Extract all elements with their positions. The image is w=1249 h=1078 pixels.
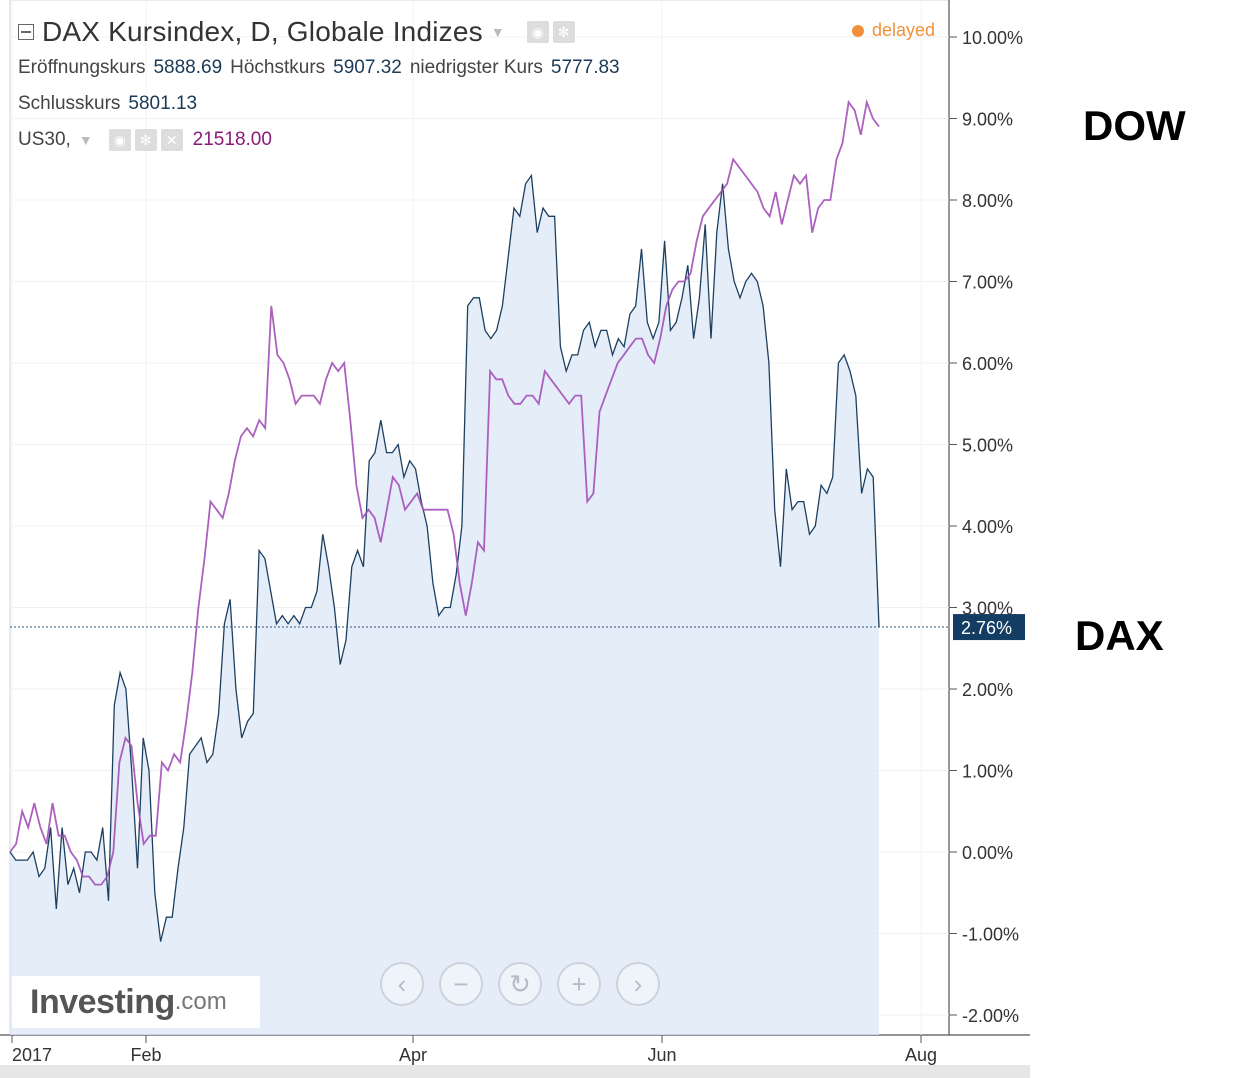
chart-navigation: ‹ − ↻ + ›	[380, 962, 675, 1006]
delayed-status: delayed	[852, 20, 935, 41]
eye-icon[interactable]: ◉	[526, 21, 549, 43]
chart-legend: DAX Kursindex, D, Globale Indizes ▼ ◉ ✻ …	[18, 14, 628, 158]
compare-symbol: US30,	[18, 129, 71, 150]
investing-logo: Investing .com	[12, 976, 260, 1028]
high-value: 5907.32	[333, 57, 402, 78]
scroll-left-button[interactable]: ‹	[380, 962, 424, 1006]
y-tick-label: 0.00%	[962, 843, 1013, 863]
delayed-label: delayed	[872, 20, 936, 40]
compare-eye-icon[interactable]: ◉	[108, 129, 131, 151]
gear-icon[interactable]: ✻	[552, 21, 575, 43]
status-dot-icon	[852, 24, 864, 37]
low-value: 5777.83	[550, 57, 620, 78]
x-tick-label: Aug	[905, 1045, 937, 1065]
low-label: niedrigster Kurs	[409, 57, 543, 78]
logo-brand: Investing	[30, 982, 175, 1021]
x-tick-label: 2017	[12, 1045, 52, 1065]
scrollbar-track	[0, 1065, 1030, 1078]
x-tick-label: Feb	[130, 1045, 161, 1065]
open-value: 5888.69	[153, 57, 223, 78]
compare-gear-icon[interactable]: ✻	[134, 129, 157, 151]
zoom-out-button[interactable]: −	[439, 962, 483, 1006]
remove-compare-icon[interactable]: ✕	[160, 129, 183, 151]
compare-chevron-down-icon[interactable]: ▼	[78, 132, 93, 148]
close-value: 5801.13	[128, 93, 198, 114]
y-tick-label: 5.00%	[962, 436, 1013, 456]
y-tick-label: 1.00%	[962, 762, 1013, 782]
logo-suffix: .com	[174, 988, 227, 1015]
last-value-tag: 2.76%	[953, 614, 1025, 641]
ohlc-row: Eröffnungskurs 5888.69 Höchstkurs 5907.3…	[18, 50, 628, 86]
dax-annotation: DAX	[1075, 612, 1164, 659]
y-tick-label: 10.00%	[962, 28, 1023, 48]
y-tick-label: 2.00%	[962, 680, 1013, 700]
open-label: Eröffnungskurs	[18, 57, 146, 78]
y-tick-label: -1.00%	[962, 925, 1019, 945]
y-axis: -2.00% -1.00% 0.00% 1.00% 2.00% 3.00% 4.00% 5.0…	[949, 28, 1023, 1026]
compare-row: US30, ▼ ◉ ✻ ✕ 21518.00	[18, 122, 628, 158]
y-tick-label: 9.00%	[962, 110, 1013, 130]
compare-value: 21518.00	[192, 129, 272, 150]
y-tick-label: 8.00%	[962, 191, 1013, 211]
collapse-icon[interactable]	[18, 24, 34, 40]
y-tick-label: 3.00%	[962, 599, 1013, 619]
y-tick-label: -2.00%	[962, 1006, 1019, 1026]
legend-title-row: DAX Kursindex, D, Globale Indizes ▼ ◉ ✻	[18, 14, 628, 50]
close-label: Schlusskurs	[18, 93, 121, 114]
dow-series-line	[9, 98, 880, 886]
x-tick-label: Apr	[399, 1045, 427, 1065]
high-label: Höchstkurs	[230, 57, 326, 78]
y-tick-label: 4.00%	[962, 517, 1013, 537]
dow-annotation: DOW	[1083, 102, 1186, 149]
scroll-right-button[interactable]: ›	[616, 962, 660, 1006]
y-tick-label: 6.00%	[962, 354, 1013, 374]
y-tick-label: 7.00%	[962, 273, 1013, 293]
reset-button[interactable]: ↻	[498, 962, 542, 1006]
chevron-down-icon[interactable]: ▼	[490, 24, 505, 40]
zoom-in-button[interactable]: +	[557, 962, 601, 1006]
close-row: Schlusskurs 5801.13	[18, 86, 628, 122]
x-tick-label: Jun	[647, 1045, 676, 1065]
x-axis: 2017 Feb Apr Jun Aug	[11, 1035, 937, 1065]
last-value-label: 2.76%	[961, 618, 1012, 638]
dax-area-fill	[10, 175, 879, 1035]
chart-title: DAX Kursindex, D, Globale Indizes	[42, 16, 483, 47]
dax-series-line	[9, 173, 880, 942]
